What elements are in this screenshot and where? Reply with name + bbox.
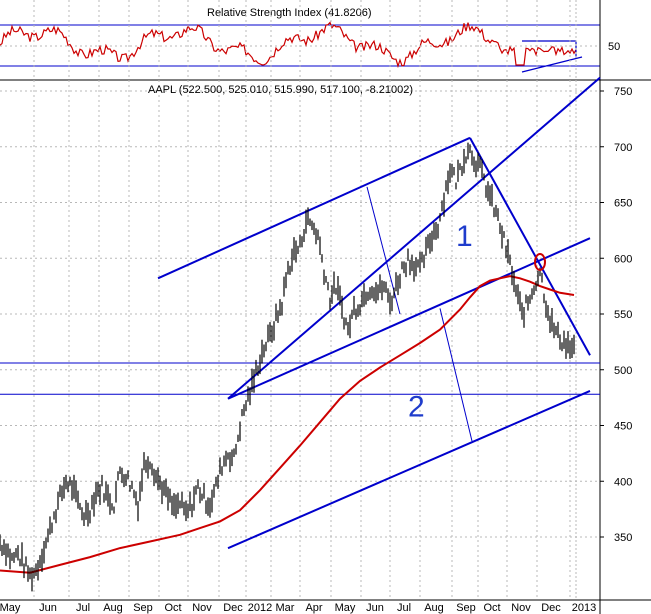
price-tick-label: 450 — [614, 421, 632, 433]
wave-label-1: 1 — [456, 220, 473, 253]
rsi-title: Relative Strength Index (41.8206) — [207, 7, 372, 19]
trend-line-channel-1-lower — [227, 237, 591, 400]
trend-line-connector-2 — [439, 308, 473, 442]
rsi-support-line — [521, 56, 583, 73]
x-tick-label: Jun — [39, 602, 57, 614]
x-tick-label: Jun — [366, 602, 384, 614]
x-tick-label: Oct — [483, 602, 500, 614]
price-header: AAPL (522.500, 525.010, 515.990, 517.100… — [148, 84, 413, 96]
trend-line-channel-2-upper — [227, 76, 601, 400]
price-tick-label: 550 — [614, 309, 632, 321]
price-tick-label: 650 — [614, 198, 632, 210]
rsi-line — [0, 21, 577, 69]
x-tick-label: 2012 — [248, 602, 272, 614]
x-tick-label: 2013 — [572, 602, 596, 614]
x-tick-label: Mar — [276, 602, 295, 614]
x-tick-label: Dec — [223, 602, 243, 614]
crossover-marker — [534, 253, 546, 271]
price-tick-label: 350 — [614, 532, 632, 544]
x-tick-label: Dec — [541, 602, 561, 614]
x-tick-label: May — [0, 602, 21, 614]
moving-average-line — [0, 275, 575, 574]
x-tick-label: Aug — [424, 602, 444, 614]
x-tick-label: Nov — [192, 602, 212, 614]
wave-label-2: 2 — [408, 391, 425, 424]
trend-line-downtrend-line — [469, 137, 591, 356]
x-tick-label: Sep — [133, 602, 153, 614]
trend-line-channel-1-upper — [157, 136, 471, 280]
price-axis-ticks: 750 700 650 600 550 500 450 400 350 — [600, 86, 632, 544]
trend-lines — [0, 76, 601, 550]
price-tick-label: 750 — [614, 86, 632, 98]
price-bars — [0, 142, 575, 592]
x-tick-label: Aug — [103, 602, 123, 614]
x-tick-label: Jul — [397, 602, 411, 614]
x-tick-label: Sep — [456, 602, 476, 614]
price-tick-label: 400 — [614, 476, 632, 488]
x-tick-label: Nov — [511, 602, 531, 614]
price-tick-label: 600 — [614, 253, 632, 265]
price-tick-label: 500 — [614, 365, 632, 377]
x-axis-ticks: May Jun Jul Aug Sep Oct Nov Dec 2012 Mar Apr May Jun… — [0, 602, 596, 614]
x-tick-label: Oct — [164, 602, 181, 614]
x-tick-label: May — [335, 602, 356, 614]
price-tick-label: 700 — [614, 142, 632, 154]
x-tick-label: Apr — [305, 602, 322, 614]
rsi-tick-50: 50 — [608, 41, 620, 53]
trend-line-channel-2-lower — [227, 390, 591, 550]
x-tick-label: Jul — [76, 602, 90, 614]
